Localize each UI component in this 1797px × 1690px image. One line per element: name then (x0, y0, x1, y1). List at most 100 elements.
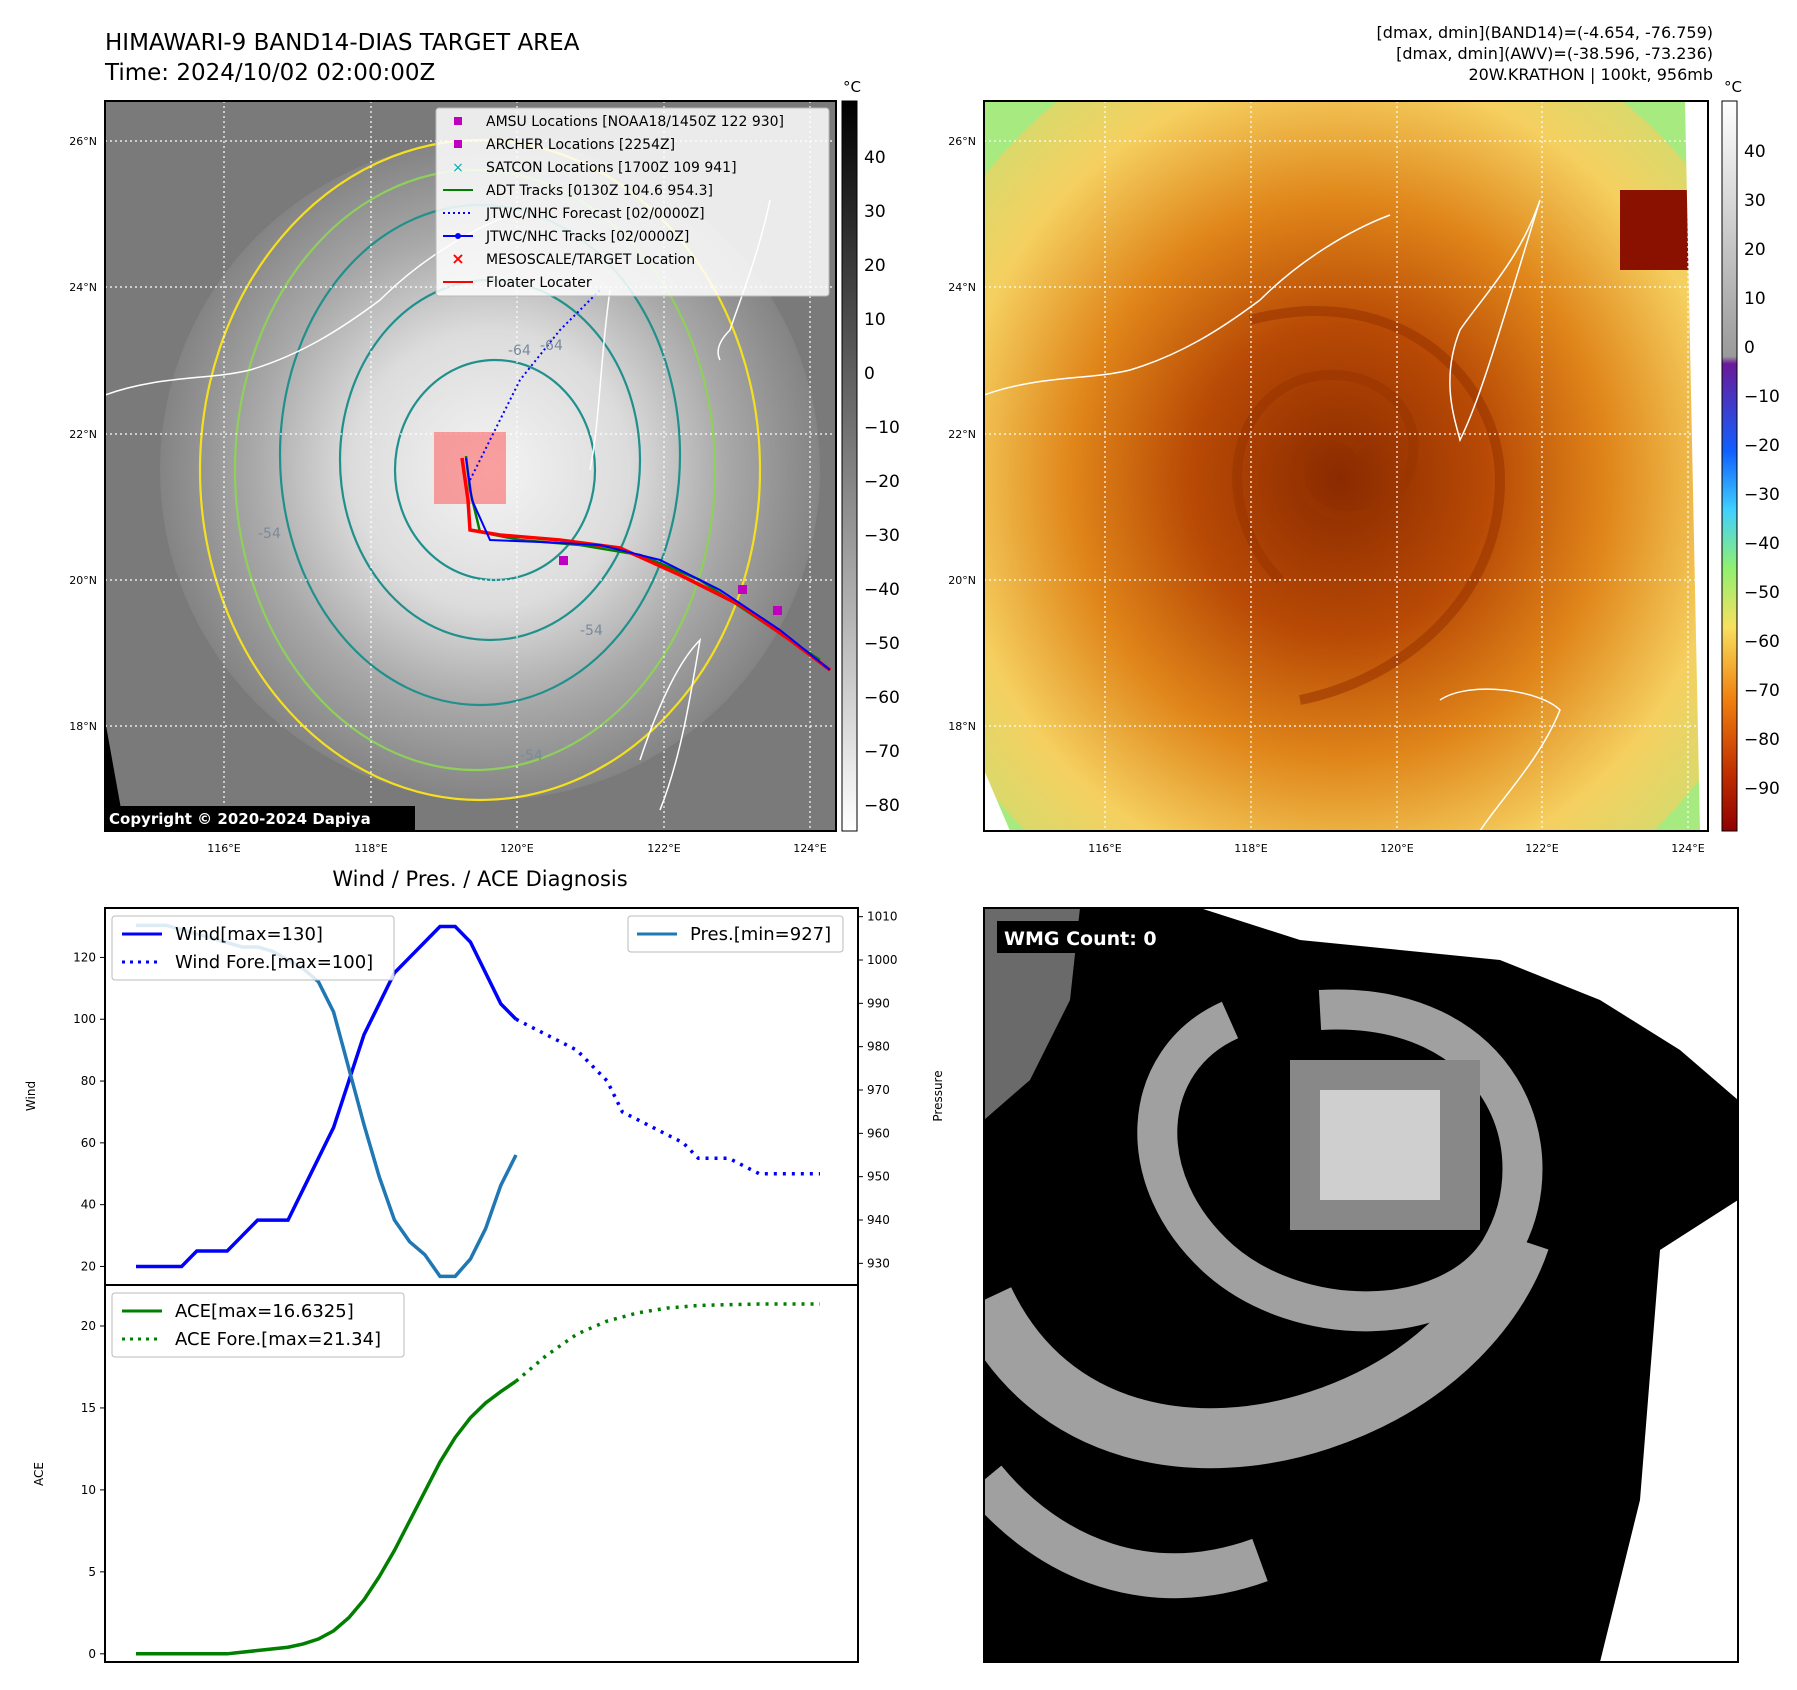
svg-text:20°N: 20°N (948, 574, 976, 587)
pressure-ytick-label: 1000 (867, 953, 898, 967)
wmg-panel: WMG Count: 0 (983, 907, 1739, 1663)
svg-text:−50: −50 (864, 634, 900, 654)
ace-series-line (136, 1379, 517, 1656)
svg-text:40: 40 (1744, 142, 1766, 162)
svg-text:30: 30 (864, 202, 886, 222)
svg-text:40: 40 (864, 148, 886, 168)
svg-text:−80: −80 (864, 796, 900, 816)
wmg-frame (983, 907, 1739, 1663)
legend-ace-fore-label: ACE Fore.[max=21.34] (175, 1329, 381, 1350)
wind-ytick-label: 40 (81, 1198, 96, 1212)
svg-text:20°N: 20°N (69, 574, 97, 587)
legend-target-label: MESOSCALE/TARGET Location (486, 252, 695, 268)
awv-storm (984, 101, 1708, 831)
svg-text:22°N: 22°N (69, 428, 97, 441)
ir-lon-ticks: 116°E 118°E 120°E 122°E 124°E (207, 842, 826, 855)
awv-lon-ticks: 116°E 118°E 120°E 122°E 124°E (1088, 842, 1704, 855)
pressure-legend: Pres.[min=927] (627, 915, 844, 953)
svg-text:20: 20 (1744, 240, 1766, 260)
awv-map-frame (983, 100, 1709, 832)
legend-wind-fore-label: Wind Fore.[max=100] (175, 952, 373, 973)
svg-text:24°N: 24°N (69, 281, 97, 294)
legend-adt-label: ADT Tracks [0130Z 104.6 954.3] (486, 183, 713, 199)
svg-text:116°E: 116°E (1088, 842, 1121, 855)
legend-amsu-label: AMSU Locations [NOAA18/1450Z 122 930] (486, 114, 784, 130)
legend-wind-label: Wind[max=130] (175, 924, 323, 945)
ace-chart: 0 5 10 15 20 ACE ACE[max=16.6325] ACE Fore.[… (32, 1284, 859, 1663)
svg-text:−50: −50 (1744, 583, 1780, 603)
ir-colorbar-ticks: 40 30 20 10 0 −10 −20 −30 −40 −50 −60 −7… (864, 148, 900, 816)
svg-text:−40: −40 (864, 580, 900, 600)
svg-text:120°E: 120°E (500, 842, 533, 855)
ace-ytick-label: 5 (88, 1565, 96, 1579)
wind-legend: Wind[max=130] Wind Fore.[max=100] (111, 915, 395, 981)
svg-text:−20: −20 (864, 472, 900, 492)
svg-text:26°N: 26°N (69, 135, 97, 148)
awv-spiral-bands (1232, 305, 1506, 705)
awv-lat-ticks: 26°N 24°N 22°N 20°N 18°N (948, 135, 976, 733)
legend-archer-label: ARCHER Locations [2254Z] (486, 137, 675, 153)
awv-gridlines (984, 101, 1708, 831)
ace-yticks: 0 5 10 15 20 (81, 1319, 105, 1661)
contour-label: -54 (258, 526, 281, 542)
pressure-ytick-label: 940 (867, 1213, 890, 1227)
amsu-marker (773, 606, 782, 615)
svg-text:−90: −90 (1744, 779, 1780, 799)
awv-nodata-right (1685, 101, 1708, 831)
legend-jtwc-dot (455, 233, 461, 239)
svg-text:−30: −30 (864, 526, 900, 546)
wind-ytick-label: 60 (81, 1136, 96, 1150)
awv-nodata-left (984, 770, 1010, 831)
legend-satcon-label: SATCON Locations [1700Z 109 941] (486, 160, 737, 176)
pressure-ytick-label: 950 (867, 1170, 890, 1184)
svg-text:−80: −80 (1744, 730, 1780, 750)
svg-text:18°N: 18°N (69, 720, 97, 733)
svg-text:20: 20 (864, 256, 886, 276)
jtwc-forecast-line (469, 289, 601, 481)
archer-marker (738, 585, 747, 594)
ace-forecast-series-line (514, 1302, 820, 1383)
wind-ylabel: Wind (24, 1081, 38, 1111)
legend-jtwc-label: JTWC/NHC Tracks [02/0000Z] (485, 229, 689, 245)
svg-text:−70: −70 (1744, 681, 1780, 701)
wmg-clear-sky (1200, 908, 1738, 1100)
info-awv: [dmax, dmin](AWV)=(-38.596, -73.236) (1396, 44, 1713, 63)
info-band14: [dmax, dmin](BAND14)=(-4.654, -76.759) (1377, 23, 1713, 42)
awv-colorbar-ticks: 40 30 20 10 0 −10 −20 −30 −40 −50 −60 −7… (1744, 142, 1780, 799)
ir-legend: AMSU Locations [NOAA18/1450Z 122 930] AR… (435, 107, 830, 297)
svg-text:118°E: 118°E (1234, 842, 1267, 855)
contour-label: -54 (580, 623, 603, 639)
svg-text:10: 10 (864, 310, 886, 330)
jtwc-track-line (465, 457, 831, 671)
awv-colorbar-unit: °C (1724, 78, 1742, 96)
ace-ytick-label: 15 (81, 1401, 96, 1415)
ir-map-frame (104, 100, 837, 832)
ace-ytick-label: 20 (81, 1319, 96, 1333)
awv-coastline (984, 199, 1561, 831)
svg-text:124°E: 124°E (793, 842, 826, 855)
diagnosis-title: Wind / Pres. / ACE Diagnosis (332, 867, 627, 891)
wmg-clear-lower (1600, 1200, 1738, 1662)
svg-text:124°E: 124°E (1671, 842, 1704, 855)
svg-text:−60: −60 (1744, 632, 1780, 652)
legend-amsu-marker (454, 117, 462, 125)
svg-text:122°E: 122°E (647, 842, 680, 855)
ir-colorbar-unit: °C (843, 78, 861, 96)
legend-target-marker: × (451, 249, 464, 268)
pressure-ytick-label: 1010 (867, 910, 898, 924)
ir-lat-ticks: 26°N 24°N 22°N 20°N 18°N (69, 135, 97, 733)
svg-text:0: 0 (1744, 338, 1755, 358)
wind-ytick-label: 20 (81, 1259, 96, 1273)
wind-ytick-label: 120 (73, 950, 96, 964)
no-data-corner (105, 720, 125, 831)
legend-archer-marker (454, 140, 462, 148)
awv-map-panel: 26°N 24°N 22°N 20°N 18°N 116°E 118°E 120… (948, 78, 1780, 855)
svg-text:18°N: 18°N (948, 720, 976, 733)
contour-label: -64 (540, 338, 563, 354)
svg-text:116°E: 116°E (207, 842, 240, 855)
svg-text:−10: −10 (864, 418, 900, 438)
ace-ytick-label: 10 (81, 1483, 96, 1497)
wmg-lower-band (984, 1465, 1268, 1599)
pressure-ylabel: Pressure (931, 1070, 945, 1121)
